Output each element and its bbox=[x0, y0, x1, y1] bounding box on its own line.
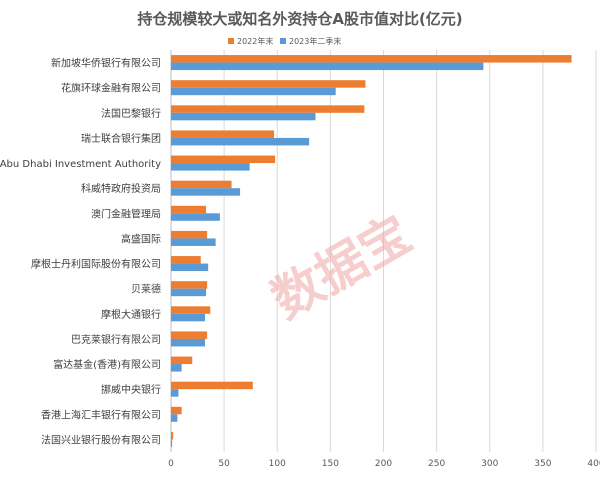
bar-2023q2 bbox=[171, 137, 310, 146]
category-label: 香港上海汇丰银行有限公司 bbox=[41, 408, 161, 421]
category-label: 贝莱德 bbox=[131, 283, 161, 296]
x-tick-label: 50 bbox=[218, 459, 230, 469]
category-label: 挪威中央银行 bbox=[101, 383, 161, 396]
category-label: 巴克莱银行有限公司 bbox=[71, 333, 161, 346]
bar-2023q2 bbox=[171, 313, 205, 322]
category-label: 澳门金融管理局 bbox=[91, 207, 161, 220]
bar-2023q2 bbox=[171, 62, 484, 71]
category-label: 科威特政府投资局 bbox=[81, 182, 161, 195]
bar-2022 bbox=[171, 230, 208, 239]
bar-2022 bbox=[171, 406, 182, 415]
bar-2023q2 bbox=[171, 364, 182, 372]
category-label: 法国兴业银行股份有限公司 bbox=[41, 433, 161, 446]
bar-2022 bbox=[171, 155, 276, 164]
x-tick-label: 350 bbox=[534, 459, 551, 469]
bar-2022 bbox=[171, 105, 365, 113]
chart-title: 持仓规模较大或知名外资持仓A股市值对比(亿元) bbox=[137, 10, 462, 28]
bar-2022 bbox=[171, 130, 275, 138]
bar-2023q2 bbox=[171, 414, 178, 422]
bar-2022 bbox=[171, 356, 193, 365]
category-label: 新加坡华侨银行有限公司 bbox=[51, 57, 161, 70]
bar-2023q2 bbox=[171, 338, 205, 347]
category-label: 法国巴黎银行 bbox=[101, 107, 161, 120]
bar-2022 bbox=[171, 256, 201, 264]
bar-2023q2 bbox=[171, 389, 179, 397]
x-tick-label: 200 bbox=[375, 459, 392, 469]
legend-label-2022: 2022年末 bbox=[237, 36, 273, 46]
legend-swatch-2022 bbox=[228, 38, 234, 44]
x-tick-label: 100 bbox=[269, 459, 286, 469]
x-tick-label: 150 bbox=[322, 459, 339, 469]
bar-2023q2 bbox=[171, 213, 220, 221]
bar-2023q2 bbox=[171, 288, 207, 297]
legend-label-2023q2: 2023年二季末 bbox=[289, 36, 341, 46]
bar-2022 bbox=[171, 281, 208, 289]
x-tick-label: 0 bbox=[168, 459, 174, 469]
bar-2023q2 bbox=[171, 188, 241, 196]
bar-2023q2 bbox=[171, 238, 216, 246]
x-tick-label: 250 bbox=[428, 459, 445, 469]
category-label: Abu Dhabi Investment Authority bbox=[0, 159, 161, 170]
x-tick-label: 400 bbox=[587, 459, 600, 469]
category-label: 富达基金(香港)有限公司 bbox=[53, 358, 161, 371]
bar-2022 bbox=[171, 180, 232, 189]
legend: 2022年末 2023年二季末 bbox=[228, 36, 341, 46]
category-label: 瑞士联合银行集团 bbox=[81, 132, 161, 145]
bar-2022 bbox=[171, 431, 174, 440]
bar-2022 bbox=[171, 381, 253, 390]
bar-2022 bbox=[171, 80, 366, 88]
bar-2023q2 bbox=[171, 112, 316, 121]
watermark-text: 数据宝 bbox=[262, 205, 421, 330]
category-label: 高盛国际 bbox=[121, 232, 161, 245]
bar-2022 bbox=[171, 306, 211, 314]
x-tick-label: 300 bbox=[481, 459, 498, 469]
legend-swatch-2023q2 bbox=[280, 38, 286, 44]
bar-2023q2 bbox=[171, 439, 173, 447]
bars bbox=[171, 55, 572, 447]
bar-2023q2 bbox=[171, 163, 250, 171]
category-label: 花旗环球金融有限公司 bbox=[61, 82, 161, 95]
bar-2022 bbox=[171, 331, 208, 339]
bar-2023q2 bbox=[171, 263, 209, 272]
bar-2022 bbox=[171, 205, 207, 214]
category-label: 摩根士丹利国际股份有限公司 bbox=[31, 258, 161, 271]
category-label: 摩根大通银行 bbox=[101, 308, 161, 321]
x-tick-labels: 0 50 100 150 200 250 300 350 400 bbox=[168, 459, 600, 469]
bar-2023q2 bbox=[171, 87, 336, 96]
bar-2022 bbox=[171, 55, 572, 63]
